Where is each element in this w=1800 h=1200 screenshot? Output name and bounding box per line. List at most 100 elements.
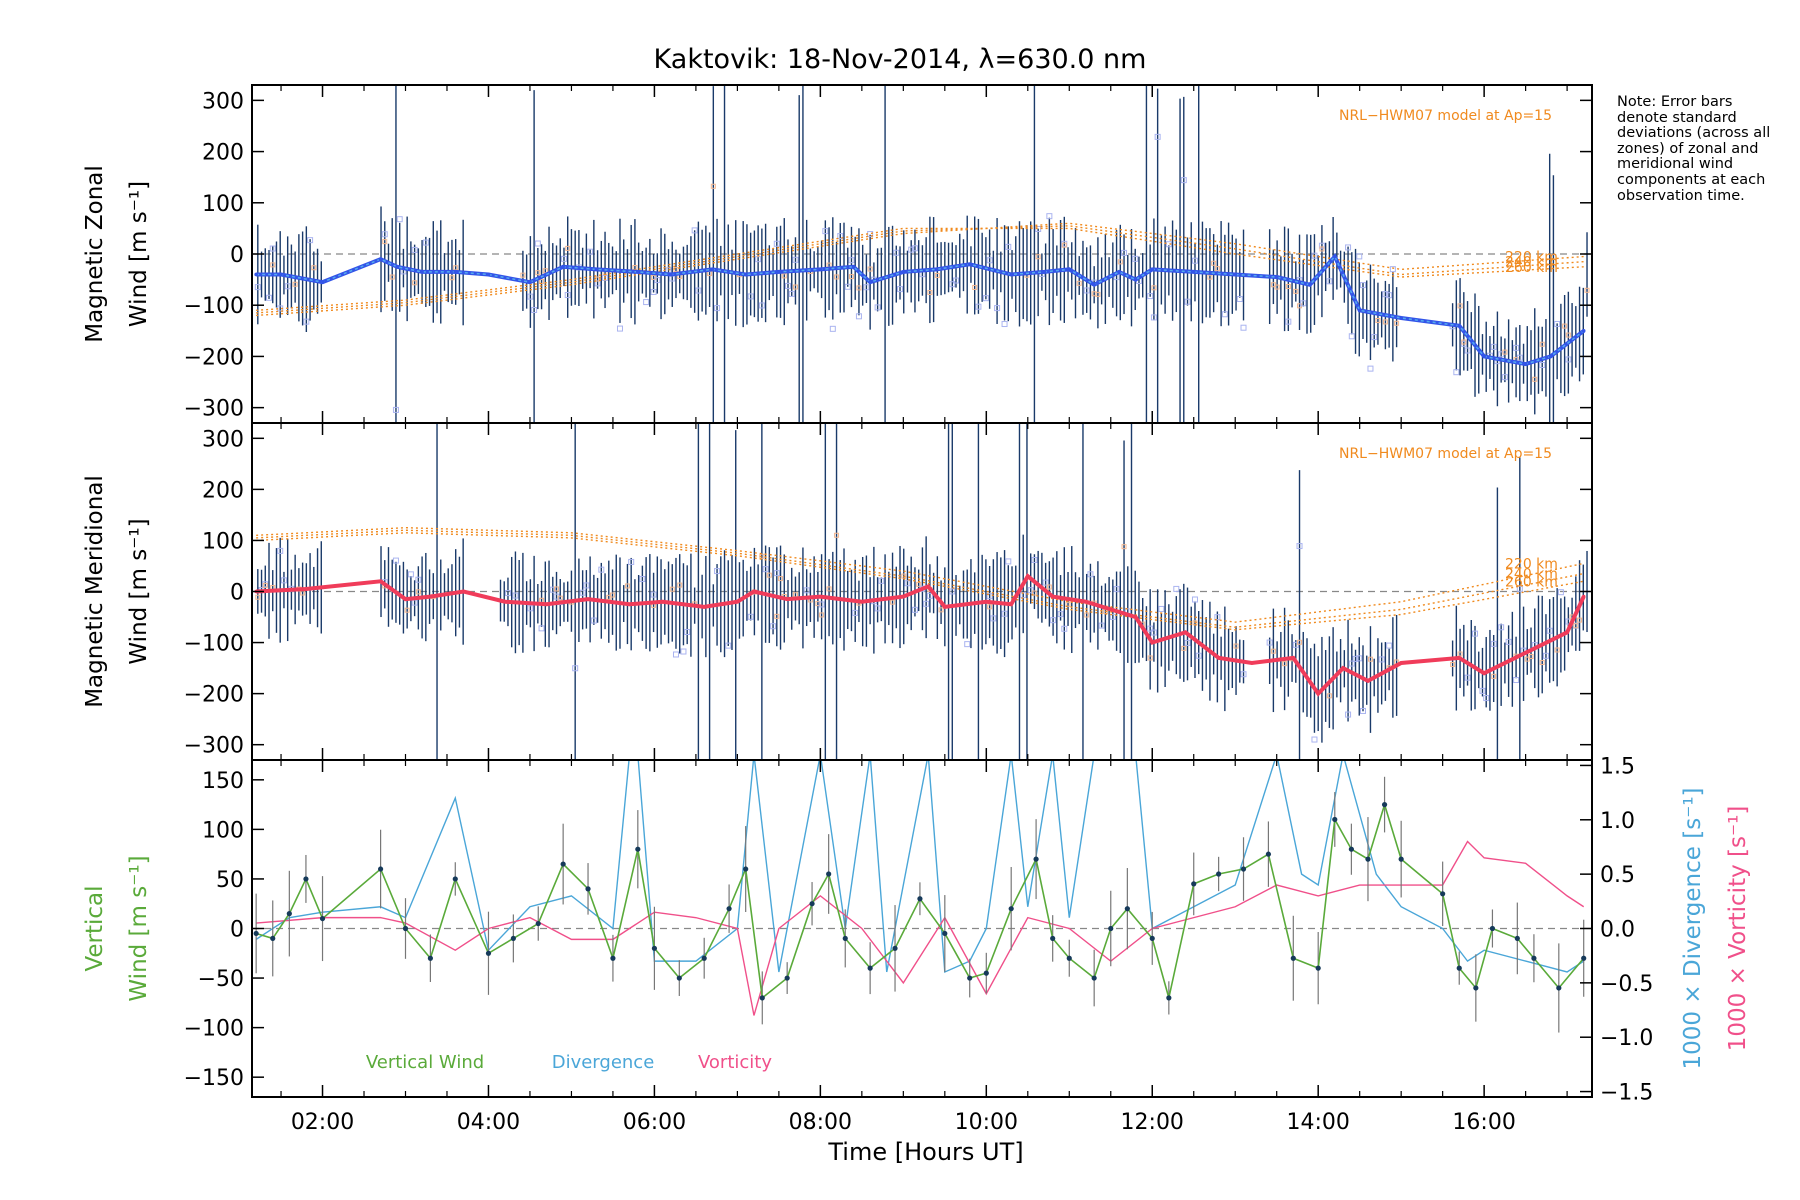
y-tick-label: −200 <box>184 683 244 708</box>
zone-point <box>773 240 780 247</box>
vertical-wind-point <box>610 955 616 961</box>
vertical-wind-point <box>510 935 516 942</box>
y-tick-label: 200 <box>202 141 244 166</box>
zone-point <box>549 586 556 593</box>
model-height-label: 260 km <box>1505 260 1558 276</box>
zone-point <box>1326 693 1332 699</box>
zone-point <box>1319 246 1325 252</box>
wind-point <box>1233 272 1238 277</box>
vertical-wind-point <box>452 876 458 882</box>
zone-point <box>770 623 777 630</box>
zone-point <box>255 594 261 600</box>
zone-point <box>538 625 545 632</box>
zone-point <box>1297 639 1303 645</box>
wind-point <box>1482 671 1486 675</box>
zone-point <box>598 566 605 573</box>
wind-point <box>818 267 823 272</box>
model-curve-240km <box>256 225 1584 314</box>
zone-point <box>1087 571 1094 578</box>
zone-point <box>834 532 840 538</box>
zone-point <box>747 613 754 620</box>
zone-point <box>975 303 982 310</box>
wind-point <box>1092 282 1096 287</box>
zone-point <box>1150 629 1157 636</box>
wind-point <box>1183 630 1188 635</box>
zone-point <box>583 582 590 589</box>
y-axis-label-line2: Wind [m s⁻¹] <box>126 181 152 327</box>
zone-point <box>1285 318 1292 325</box>
plot-area-meridional <box>252 406 1592 833</box>
vertical-wind-point <box>560 861 566 867</box>
wind-point <box>1548 354 1553 359</box>
wind-point <box>702 605 706 609</box>
zone-point <box>1292 641 1299 648</box>
zone-point <box>953 277 960 284</box>
vertical-wind-point <box>1489 925 1496 932</box>
wind-point <box>860 599 864 604</box>
zone-point <box>1513 677 1520 684</box>
zone-point <box>628 558 635 565</box>
zone-point <box>829 325 836 332</box>
zone-point <box>897 286 904 293</box>
zone-point <box>1076 280 1082 286</box>
zone-point <box>815 601 821 607</box>
zone-point <box>1495 828 1500 833</box>
zone-point <box>650 288 657 295</box>
zone-point <box>1505 638 1512 645</box>
zone-point <box>1282 661 1288 667</box>
zone-point <box>990 615 997 622</box>
zone-point <box>266 294 273 301</box>
vertical-wind-point <box>842 935 848 942</box>
zone-point <box>986 257 993 264</box>
vertical-wind-point <box>270 935 276 942</box>
right-axis-label-divergence: 1000 × Divergence [s⁻¹] <box>1680 787 1706 1069</box>
y-tick-label: −300 <box>184 734 244 759</box>
wind-point <box>1133 615 1138 619</box>
wind-point <box>1117 270 1121 274</box>
vertical-wind-point <box>983 970 989 976</box>
zone-point <box>1375 317 1381 323</box>
zone-point <box>1061 242 1067 248</box>
zone-point <box>819 612 825 618</box>
zone-point <box>1554 647 1560 653</box>
vertical-wind-point <box>303 876 309 882</box>
zone-point <box>1211 260 1217 266</box>
zone-point <box>527 293 534 300</box>
zone-point <box>916 581 922 587</box>
zone-point <box>1083 287 1090 294</box>
zone-point <box>415 576 422 583</box>
zone-point <box>844 283 851 290</box>
zone-point <box>411 246 418 253</box>
wind-point <box>926 584 931 589</box>
wind-point <box>561 265 565 269</box>
wind-point <box>586 597 590 601</box>
wind-point <box>1316 691 1320 696</box>
zone-point <box>262 582 268 588</box>
zone-point <box>527 605 534 612</box>
zone-point <box>834 406 839 411</box>
wind-point <box>934 267 939 272</box>
zone-point <box>504 590 511 597</box>
zone-point <box>1214 266 1220 272</box>
zone-point <box>639 576 646 583</box>
zone-point <box>1371 334 1378 341</box>
zone-point <box>1584 287 1590 293</box>
zone-point <box>512 592 519 599</box>
zone-point <box>1389 266 1396 273</box>
vertical-wind-point <box>1473 985 1479 991</box>
vertical-wind-point <box>1166 995 1172 1001</box>
zone-point <box>848 257 855 264</box>
zone-point <box>1300 300 1307 307</box>
zone-point <box>1348 660 1355 667</box>
zone-point <box>396 216 403 223</box>
zone-point <box>1516 354 1523 361</box>
zone-point <box>1031 556 1038 563</box>
zone-point <box>1359 707 1366 714</box>
vertical-wind-point <box>701 955 707 961</box>
zone-point <box>1498 624 1505 631</box>
model-height-label: 240 km <box>1505 255 1558 271</box>
wind-point <box>1357 308 1362 313</box>
y-axis-label-line2: Wind [m s⁻¹] <box>126 855 152 1001</box>
zone-point <box>564 292 571 299</box>
